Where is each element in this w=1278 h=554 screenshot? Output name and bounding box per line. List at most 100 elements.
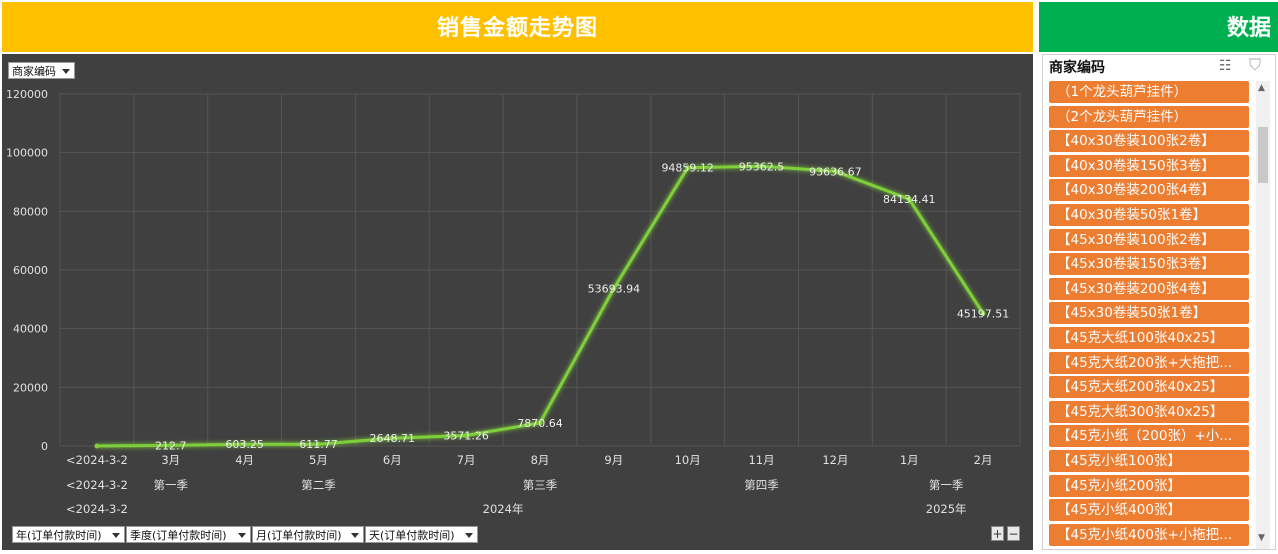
slicer-item[interactable]: 【40x30卷装200张4卷】 bbox=[1049, 179, 1249, 202]
chevron-down-icon bbox=[465, 533, 473, 538]
slicer-scrollbar[interactable]: ▲ ▼ bbox=[1256, 81, 1270, 549]
chevron-down-icon bbox=[112, 533, 120, 538]
data-label: 603.25 bbox=[225, 438, 264, 451]
data-label: 212.7 bbox=[155, 439, 187, 452]
quarter-field-dropdown[interactable]: 季度(订单付款时间) bbox=[126, 526, 251, 543]
chevron-down-icon bbox=[238, 533, 246, 538]
slicer-item[interactable]: （2个龙头葫芦挂件） bbox=[1049, 105, 1249, 128]
x-category-label: 7月 bbox=[457, 453, 476, 467]
data-panel-title: 数据 bbox=[1039, 2, 1278, 52]
data-label: 2648.71 bbox=[370, 432, 416, 445]
data-point[interactable] bbox=[980, 310, 986, 316]
slicer-item[interactable]: （1个龙头葫芦挂件） bbox=[1049, 81, 1249, 103]
data-point[interactable] bbox=[759, 163, 765, 169]
x-category-label: 2月 bbox=[974, 453, 993, 467]
x-year-label: 2024年 bbox=[483, 502, 524, 516]
slicer-item[interactable]: 【45x30卷装200张4卷】 bbox=[1049, 277, 1249, 300]
slicer-header: 商家编码 bbox=[1049, 60, 1105, 76]
x-quarter-label: 第一季 bbox=[929, 478, 964, 492]
scroll-up-icon[interactable]: ▲ bbox=[1258, 83, 1265, 93]
slicer-item[interactable]: 【45克大纸300张40x25】 bbox=[1049, 400, 1249, 423]
x-quarter-label: 第四季 bbox=[744, 478, 779, 492]
multi-select-icon[interactable]: ☷ bbox=[1219, 58, 1232, 74]
data-point[interactable] bbox=[168, 442, 174, 448]
page-field-dropdown[interactable]: 商家编码 bbox=[8, 62, 75, 79]
line-chart: 120000 100000 80000 60000 40000 20000 0 212.7 6… bbox=[6, 88, 1021, 516]
slicer-item[interactable]: 【40x30卷装150张3卷】 bbox=[1049, 154, 1249, 177]
chart-title: 销售金额走势图 bbox=[2, 2, 1033, 52]
slicer-item[interactable]: 【45克小纸100张】 bbox=[1049, 449, 1249, 472]
x-category-label: 6月 bbox=[383, 453, 402, 467]
right-panel: 数据 商家编码 ☷ ⛉ （1个龙头葫芦挂件） （2个龙头葫芦挂件） 【40x30卷装… bbox=[1039, 0, 1278, 554]
clear-filter-icon[interactable]: ⛉ bbox=[1249, 55, 1262, 74]
slicer-item[interactable]: 【45x30卷装100张2卷】 bbox=[1049, 228, 1249, 251]
data-label: 84134.41 bbox=[883, 193, 936, 206]
slicer-item[interactable]: 【45克小纸400张】 bbox=[1049, 499, 1249, 522]
month-field-dropdown[interactable]: 月(订单付款时间) bbox=[252, 526, 364, 543]
y-tick-label: 0 bbox=[41, 440, 48, 453]
data-label: 53693.94 bbox=[588, 282, 641, 295]
chevron-down-icon bbox=[351, 533, 359, 538]
slicer-item[interactable]: 【45克大纸200张+大拖把... bbox=[1049, 351, 1249, 374]
merchant-code-slicer: 商家编码 ☷ ⛉ （1个龙头葫芦挂件） （2个龙头葫芦挂件） 【40x30卷装100… bbox=[1042, 54, 1276, 550]
data-point[interactable] bbox=[242, 441, 248, 447]
data-point[interactable] bbox=[685, 165, 691, 171]
left-panel: 销售金额走势图 商家编码 120000 100000 80000 60000 40000… bbox=[2, 2, 1033, 550]
data-label: 7870.64 bbox=[517, 417, 563, 430]
scroll-down-icon[interactable]: ▼ bbox=[1258, 533, 1265, 543]
data-point[interactable] bbox=[389, 435, 395, 441]
y-tick-label: 40000 bbox=[13, 323, 48, 336]
page-field-label: 商家编码 bbox=[12, 65, 56, 78]
scrollbar-thumb[interactable] bbox=[1258, 127, 1268, 183]
day-field-dropdown[interactable]: 天(订单付款时间) bbox=[365, 526, 478, 543]
data-point[interactable] bbox=[537, 420, 543, 426]
data-point[interactable] bbox=[315, 441, 321, 447]
slicer-item[interactable]: 【40x30卷装100张2卷】 bbox=[1049, 130, 1249, 153]
collapse-field-button[interactable]: − bbox=[1007, 526, 1020, 541]
slicer-item[interactable]: 【45克大纸200张40x25】 bbox=[1049, 376, 1249, 399]
y-tick-label: 80000 bbox=[13, 205, 48, 218]
year-field-dropdown[interactable]: 年(订单付款时间) bbox=[12, 526, 125, 543]
slicer-item-list: （1个龙头葫芦挂件） （2个龙头葫芦挂件） 【40x30卷装100张2卷】 【40x3… bbox=[1049, 81, 1249, 548]
chevron-down-icon bbox=[62, 69, 70, 74]
year-field-label: 年(订单付款时间) bbox=[16, 529, 102, 542]
x-year-label: 2025年 bbox=[926, 502, 967, 516]
data-label: 94859.12 bbox=[661, 162, 714, 175]
x-quarter-label: 第二季 bbox=[301, 478, 336, 492]
data-point[interactable] bbox=[832, 168, 838, 174]
x-category-label: 9月 bbox=[604, 453, 623, 467]
y-tick-label: 120000 bbox=[6, 88, 48, 101]
expand-field-button[interactable]: + bbox=[991, 526, 1004, 541]
slicer-item[interactable]: 【45x30卷装50张1卷】 bbox=[1049, 302, 1249, 325]
x-category-label: 3月 bbox=[161, 453, 180, 467]
x-category-label: 4月 bbox=[235, 453, 254, 467]
data-point[interactable] bbox=[94, 443, 100, 449]
x-category-label: <2024-3-2 bbox=[66, 453, 128, 467]
y-tick-label: 20000 bbox=[13, 381, 48, 394]
data-point[interactable] bbox=[611, 285, 617, 291]
x-year-label: <2024-3-2 bbox=[66, 502, 128, 516]
slicer-item[interactable]: 【40x30卷装50张1卷】 bbox=[1049, 203, 1249, 226]
x-category-label: 8月 bbox=[531, 453, 550, 467]
day-field-label: 天(订单付款时间) bbox=[369, 529, 455, 542]
x-quarter-label: 第三季 bbox=[523, 478, 558, 492]
series-line bbox=[96, 164, 985, 448]
x-category-label: 5月 bbox=[309, 453, 328, 467]
x-category-label: 1月 bbox=[900, 453, 919, 467]
data-label: 95362.5 bbox=[739, 160, 785, 173]
slicer-item[interactable]: 【45克大纸100张40x25】 bbox=[1049, 326, 1249, 349]
month-field-label: 月(订单付款时间) bbox=[256, 529, 342, 542]
data-point[interactable] bbox=[463, 433, 469, 439]
slicer-item[interactable]: 【45克小纸（200张）+小... bbox=[1049, 425, 1249, 448]
slicer-item[interactable]: 【45x30卷装150张3卷】 bbox=[1049, 253, 1249, 276]
slicer-item[interactable]: 【45克小纸200张】 bbox=[1049, 474, 1249, 497]
y-tick-label: 100000 bbox=[6, 147, 48, 160]
data-point[interactable] bbox=[906, 196, 912, 202]
slicer-item[interactable]: 【45克小纸400张+小拖把... bbox=[1049, 523, 1249, 546]
y-tick-label: 60000 bbox=[13, 264, 48, 277]
data-label: 611.77 bbox=[299, 438, 338, 451]
quarter-field-label: 季度(订单付款时间) bbox=[130, 529, 227, 542]
data-label: 3571.26 bbox=[443, 430, 489, 443]
x-category-label: 12月 bbox=[822, 453, 848, 467]
data-panel-title-text: 数据 bbox=[1227, 16, 1272, 41]
